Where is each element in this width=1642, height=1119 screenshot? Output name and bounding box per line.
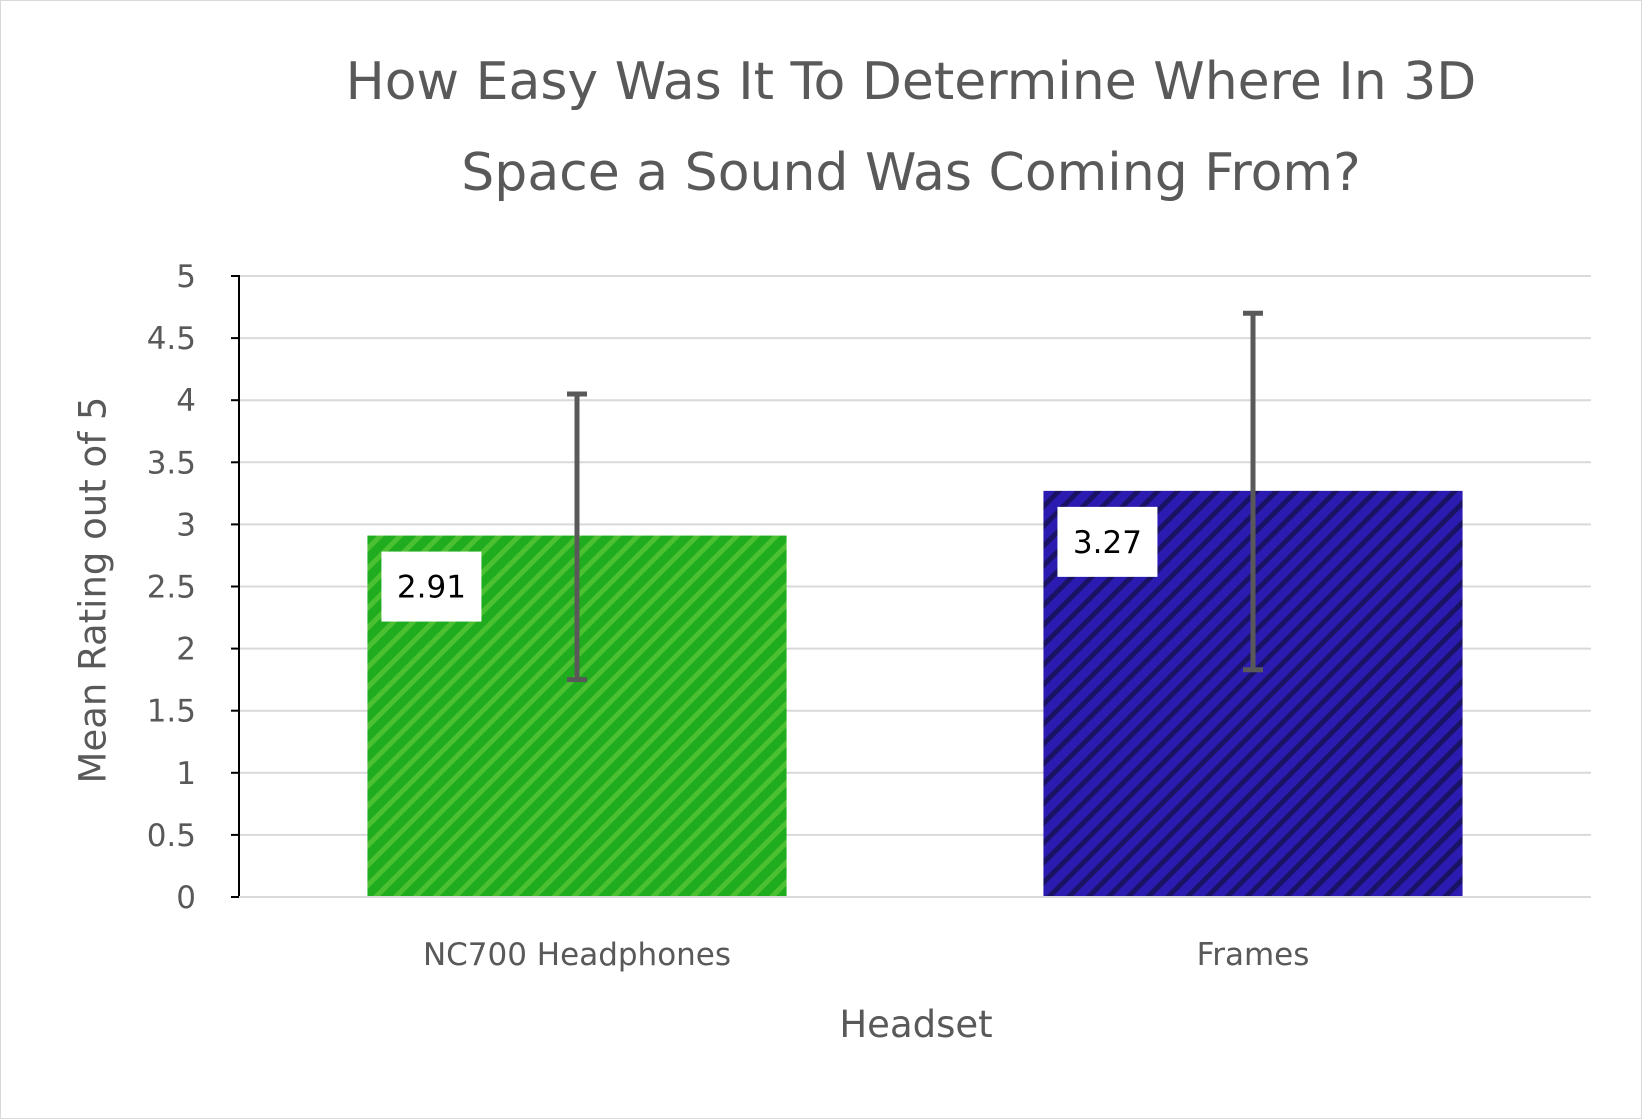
chart-title-line-1: How Easy Was It To Determine Where In 3D: [345, 52, 1477, 112]
x-category-label: NC700 Headphones: [423, 937, 731, 973]
y-axis-label: Mean Rating out of 5: [71, 396, 115, 784]
y-tick-label: 2.5: [147, 570, 196, 606]
y-tick-label: 4.5: [147, 321, 196, 357]
axes: 0 0.5 1 1.5 2 2.5 3 3.5 4 4.5 5 NC700 Headphones Fra…: [147, 259, 1591, 973]
data-label-2: 3.27: [1073, 525, 1142, 561]
x-axis-label: Headset: [839, 1003, 993, 1046]
y-tick-label: 1.5: [147, 694, 196, 730]
y-tick-label: 0.5: [147, 818, 196, 854]
error-bars: [567, 310, 1263, 683]
bars: [367, 490, 1463, 897]
data-label-box: [381, 551, 482, 622]
y-tick-label: 1: [176, 756, 196, 792]
y-tick-label: 2: [176, 632, 196, 668]
data-label-box: [1057, 506, 1158, 577]
x-category-label: Frames: [1197, 937, 1310, 973]
data-labels: 2.91 3.27: [381, 506, 1158, 622]
y-tick-label: 0: [176, 880, 196, 916]
y-tick-label: 3.5: [147, 445, 196, 481]
chart-title-line-2: Space a Sound Was Coming From?: [461, 143, 1361, 203]
y-tick-label: 3: [176, 507, 196, 543]
data-label-1: 2.91: [397, 570, 466, 606]
y-tick-label: 5: [176, 259, 196, 295]
chart-title: How Easy Was It To Determine Where In 3D…: [1, 37, 1642, 219]
y-tick-label: 4: [176, 383, 196, 419]
